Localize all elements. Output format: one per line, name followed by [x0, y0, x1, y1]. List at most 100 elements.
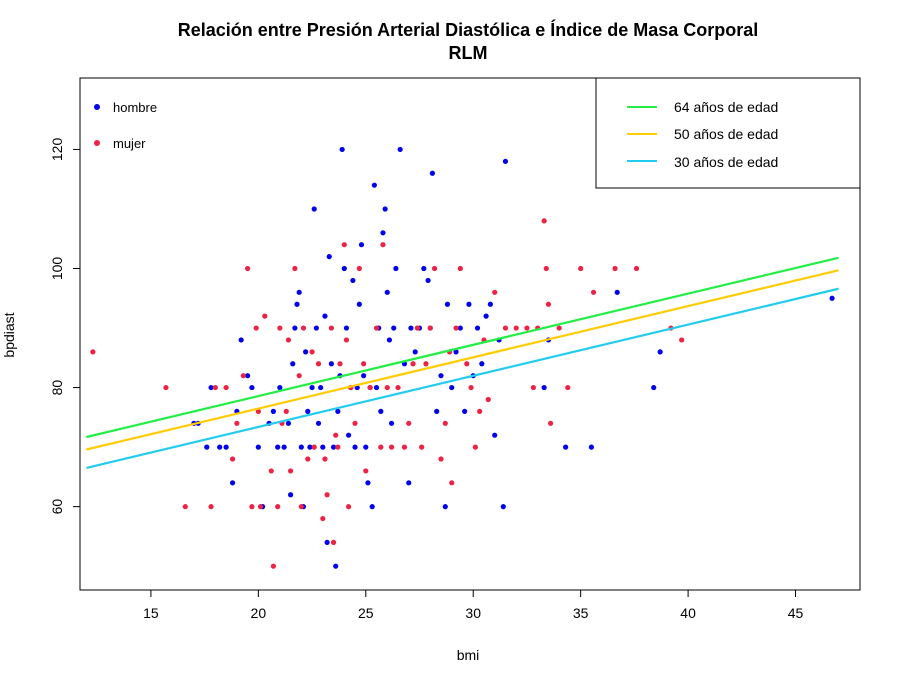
- data-point-hombre: [541, 384, 547, 391]
- data-point-mujer: [163, 384, 169, 391]
- data-point-mujer: [468, 384, 474, 391]
- data-point-hombre: [500, 504, 506, 510]
- data-point-hombre: [429, 170, 435, 176]
- data-point-hombre: [217, 444, 223, 450]
- data-point-mujer: [543, 265, 549, 272]
- legend-label-30: 30 años de edad: [674, 154, 778, 170]
- data-point-mujer: [320, 515, 326, 522]
- data-point-hombre: [487, 301, 494, 307]
- data-point-hombre: [378, 408, 384, 414]
- data-point-hombre: [245, 373, 251, 379]
- data-point-mujer: [457, 265, 463, 272]
- x-tick-label: 30: [465, 605, 481, 621]
- data-point-hombre: [303, 349, 309, 355]
- data-point-hombre: [421, 265, 427, 272]
- data-point-mujer: [401, 444, 408, 450]
- data-point-hombre: [483, 313, 489, 319]
- data-point-mujer: [513, 325, 519, 331]
- data-point-mujer: [298, 504, 304, 510]
- data-point-mujer: [249, 504, 255, 510]
- data-point-mujer: [90, 349, 96, 355]
- data-point-mujer: [356, 265, 362, 272]
- regression-lines: [86, 256, 839, 470]
- data-point-hombre: [369, 504, 375, 510]
- data-point-mujer: [384, 384, 390, 391]
- line-legend: 64 años de edad 50 años de edad 30 años …: [595, 77, 861, 189]
- data-point-mujer: [477, 408, 483, 414]
- y-tick-label: 60: [49, 499, 65, 515]
- data-point-mujer: [333, 432, 339, 438]
- legend-label-hombre: hombre: [113, 100, 157, 115]
- data-point-hombre: [397, 146, 403, 153]
- data-point-hombre: [563, 444, 569, 450]
- chart-title: Relación entre Presión Arterial Diastóli…: [178, 19, 759, 40]
- data-point-hombre: [287, 492, 294, 498]
- data-point-mujer: [578, 265, 584, 272]
- data-point-mujer: [464, 361, 470, 367]
- data-point-hombre: [328, 361, 335, 367]
- data-point-mujer: [305, 456, 311, 462]
- data-point-hombre: [382, 206, 388, 212]
- data-point-mujer: [270, 563, 276, 569]
- data-point-mujer: [296, 373, 302, 379]
- data-point-hombre: [361, 373, 367, 379]
- data-point-mujer: [472, 444, 478, 450]
- data-point-hombre: [229, 480, 236, 486]
- data-point-hombre: [270, 408, 276, 414]
- data-point-hombre: [391, 325, 397, 331]
- data-point-mujer: [324, 492, 330, 498]
- data-point-hombre: [474, 325, 481, 331]
- data-point-mujer: [283, 408, 289, 414]
- data-point-hombre: [462, 408, 468, 414]
- data-point-hombre: [434, 408, 440, 414]
- data-point-mujer: [361, 361, 367, 367]
- x-axis-label: bmi: [457, 647, 480, 663]
- data-point-hombre: [444, 301, 451, 307]
- data-point-mujer: [328, 325, 335, 331]
- legend-label-50: 50 años de edad: [674, 126, 778, 142]
- data-point-hombre: [380, 230, 386, 236]
- regression-line-1: [86, 269, 839, 451]
- data-point-mujer: [502, 325, 509, 331]
- data-point-hombre: [333, 563, 339, 569]
- data-point-hombre: [363, 444, 369, 450]
- data-point-mujer: [414, 325, 420, 331]
- data-point-hombre: [388, 420, 395, 426]
- data-point-mujer: [223, 384, 229, 391]
- legend-label-mujer: mujer: [113, 136, 146, 151]
- data-point-mujer: [300, 325, 307, 331]
- data-point-hombre: [285, 420, 292, 426]
- data-point-hombre: [315, 420, 322, 426]
- data-point-mujer: [410, 361, 416, 367]
- data-point-mujer: [438, 456, 444, 462]
- data-point-hombre: [449, 384, 455, 391]
- x-axis: 15 20 25 30 35 40 45: [143, 590, 804, 621]
- data-point-mujer: [285, 337, 292, 343]
- data-point-mujer: [363, 468, 369, 474]
- data-point-hombre: [322, 313, 328, 319]
- data-point-mujer: [343, 337, 350, 343]
- plot-frame: [79, 77, 861, 591]
- data-point-mujer: [212, 384, 218, 391]
- data-point-hombre: [275, 444, 281, 450]
- data-point-hombre: [657, 349, 663, 355]
- chart-subtitle: RLM: [449, 43, 488, 63]
- data-point-hombre: [345, 432, 352, 438]
- data-point-mujer: [492, 289, 498, 295]
- data-point-mujer: [335, 444, 341, 450]
- legend-label-64: 64 años de edad: [674, 99, 778, 115]
- data-point-mujer: [545, 301, 552, 307]
- data-point-mujer: [287, 468, 294, 474]
- data-point-hombre: [479, 361, 485, 367]
- data-point-hombre: [386, 337, 393, 343]
- data-point-hombre: [442, 504, 448, 510]
- y-tick-label: 120: [49, 138, 65, 162]
- y-tick-label: 80: [49, 380, 65, 396]
- data-point-mujer: [255, 408, 261, 414]
- data-point-mujer: [406, 420, 412, 426]
- data-point-mujer: [208, 504, 214, 510]
- data-point-hombre: [307, 444, 313, 450]
- data-point-hombre: [356, 301, 362, 307]
- x-tick-label: 45: [788, 605, 804, 621]
